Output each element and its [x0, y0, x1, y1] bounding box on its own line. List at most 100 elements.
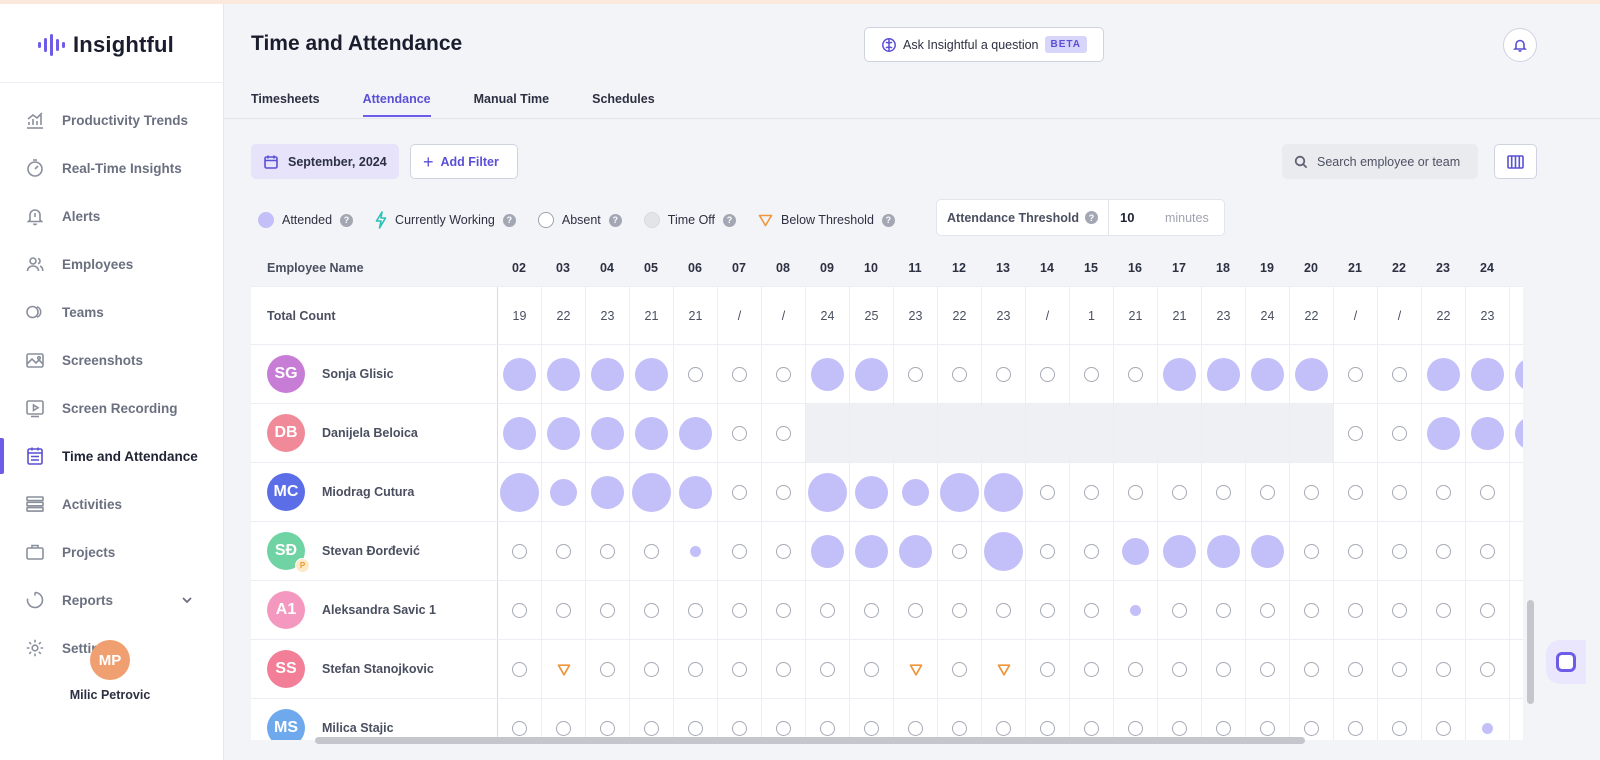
day-cell[interactable]: [541, 640, 585, 698]
tab-schedules[interactable]: Schedules: [592, 92, 655, 106]
day-cell[interactable]: [629, 640, 673, 698]
day-cell[interactable]: [981, 640, 1025, 698]
help-icon[interactable]: ?: [502, 213, 516, 227]
time-off-cell[interactable]: [1069, 404, 1113, 462]
tab-attendance[interactable]: Attendance: [362, 92, 431, 117]
help-icon[interactable]: ?: [1084, 211, 1098, 224]
day-cell[interactable]: [1157, 522, 1201, 580]
day-cell[interactable]: [1377, 581, 1421, 639]
horizontal-scrollbar[interactable]: [315, 737, 1305, 744]
day-cell[interactable]: [937, 640, 981, 698]
day-cell[interactable]: [1113, 581, 1157, 639]
day-cell[interactable]: [761, 522, 805, 580]
day-cell[interactable]: [585, 463, 629, 521]
day-cell[interactable]: [1113, 522, 1157, 580]
day-cell[interactable]: [849, 699, 893, 740]
day-cell[interactable]: [805, 345, 849, 403]
day-cell[interactable]: [1509, 522, 1523, 580]
day-cell[interactable]: [629, 581, 673, 639]
day-cell[interactable]: [893, 699, 937, 740]
day-cell[interactable]: [1025, 699, 1069, 740]
day-cell[interactable]: [673, 699, 717, 740]
day-cell[interactable]: [629, 522, 673, 580]
day-cell[interactable]: [1157, 345, 1201, 403]
table-row[interactable]: DB Danijela Beloica: [251, 403, 1523, 462]
day-cell[interactable]: [1201, 640, 1245, 698]
day-cell[interactable]: [1157, 640, 1201, 698]
day-cell[interactable]: [761, 463, 805, 521]
notifications-button[interactable]: [1503, 28, 1537, 62]
day-cell[interactable]: [1465, 463, 1509, 521]
day-cell[interactable]: [981, 345, 1025, 403]
day-cell[interactable]: [497, 699, 541, 740]
day-cell[interactable]: [585, 404, 629, 462]
day-cell[interactable]: [717, 345, 761, 403]
day-cell[interactable]: [1245, 345, 1289, 403]
avatar[interactable]: SG: [267, 355, 305, 393]
day-cell[interactable]: [1157, 463, 1201, 521]
day-cell[interactable]: [673, 522, 717, 580]
user-avatar[interactable]: MP: [90, 640, 130, 680]
day-cell[interactable]: [981, 699, 1025, 740]
time-off-cell[interactable]: [981, 404, 1025, 462]
employee-cell[interactable]: SĐ P Stevan Đorđević: [251, 522, 497, 580]
day-cell[interactable]: [1509, 345, 1523, 403]
column-settings-button[interactable]: [1494, 144, 1537, 179]
avatar[interactable]: A1: [267, 591, 305, 629]
day-cell[interactable]: [541, 522, 585, 580]
day-cell[interactable]: [585, 581, 629, 639]
logo[interactable]: Insightful: [38, 32, 174, 58]
help-icon[interactable]: ?: [340, 213, 354, 227]
sidebar-item-activities[interactable]: Activities: [0, 480, 224, 528]
day-cell[interactable]: [497, 345, 541, 403]
day-cell[interactable]: [1245, 640, 1289, 698]
employee-name-header[interactable]: Employee Name: [267, 261, 364, 275]
day-cell[interactable]: [1289, 345, 1333, 403]
day-cell[interactable]: [673, 345, 717, 403]
day-cell[interactable]: [937, 581, 981, 639]
add-filter-button[interactable]: + Add Filter: [410, 144, 518, 179]
day-cell[interactable]: [629, 463, 673, 521]
day-cell[interactable]: [805, 522, 849, 580]
day-cell[interactable]: [1377, 699, 1421, 740]
time-off-cell[interactable]: [805, 404, 849, 462]
day-cell[interactable]: [1509, 640, 1523, 698]
day-cell[interactable]: [1421, 699, 1465, 740]
avatar[interactable]: DB: [267, 414, 305, 452]
time-off-cell[interactable]: [1245, 404, 1289, 462]
day-cell[interactable]: [1201, 699, 1245, 740]
day-cell[interactable]: [761, 699, 805, 740]
day-cell[interactable]: [673, 463, 717, 521]
day-cell[interactable]: [1025, 463, 1069, 521]
day-cell[interactable]: [1069, 463, 1113, 521]
sidebar-item-reports[interactable]: Reports: [0, 576, 224, 624]
date-picker-button[interactable]: September, 2024: [251, 144, 399, 179]
day-cell[interactable]: [1421, 463, 1465, 521]
day-cell[interactable]: [761, 581, 805, 639]
day-cell[interactable]: [1421, 581, 1465, 639]
day-cell[interactable]: [585, 522, 629, 580]
sidebar-item-screenshots[interactable]: Screenshots: [0, 336, 224, 384]
day-cell[interactable]: [981, 522, 1025, 580]
day-cell[interactable]: [1113, 699, 1157, 740]
day-cell[interactable]: [629, 404, 673, 462]
table-row[interactable]: SS Stefan Stanojkovic: [251, 639, 1523, 698]
day-cell[interactable]: [1465, 404, 1509, 462]
sidebar-item-real-time-insights[interactable]: Real-Time Insights: [0, 144, 224, 192]
day-cell[interactable]: [761, 345, 805, 403]
day-cell[interactable]: [805, 581, 849, 639]
day-cell[interactable]: [849, 640, 893, 698]
day-cell[interactable]: [673, 404, 717, 462]
day-cell[interactable]: [805, 640, 849, 698]
time-off-cell[interactable]: [1157, 404, 1201, 462]
employee-cell[interactable]: A1 Aleksandra Savic 1: [251, 581, 497, 639]
tab-timesheets[interactable]: Timesheets: [251, 92, 320, 106]
day-cell[interactable]: [1289, 581, 1333, 639]
day-cell[interactable]: [761, 404, 805, 462]
day-cell[interactable]: [1201, 463, 1245, 521]
day-cell[interactable]: [1333, 404, 1377, 462]
day-cell[interactable]: [1421, 522, 1465, 580]
day-cell[interactable]: [717, 699, 761, 740]
day-cell[interactable]: [497, 463, 541, 521]
avatar[interactable]: MC: [267, 473, 305, 511]
